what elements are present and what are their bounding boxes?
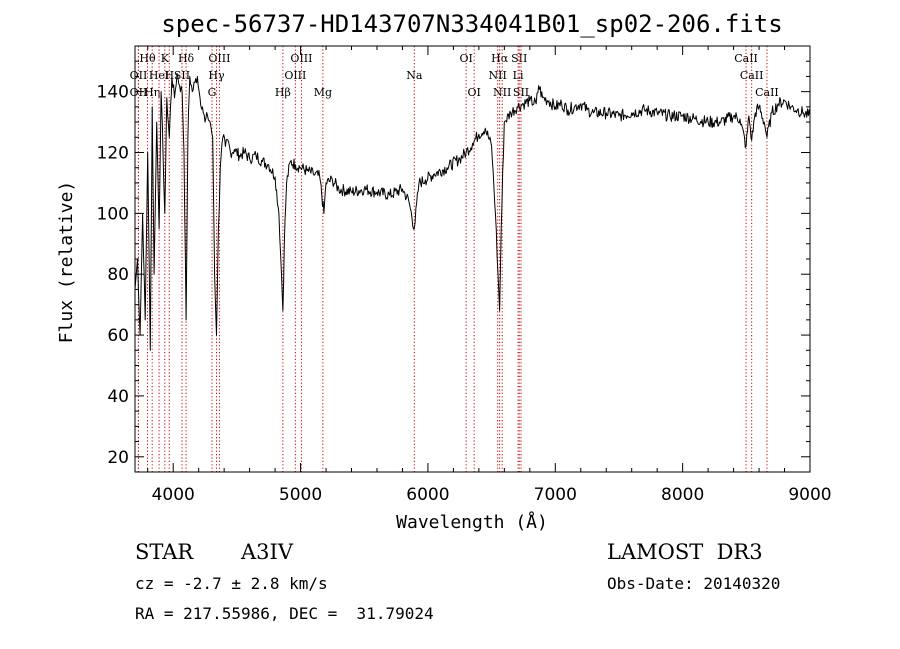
line-marker-label: OIII — [290, 52, 312, 65]
spectrum-chart: spec-56737-HD143707N334041B01_sp02-206.f… — [56, 10, 832, 533]
line-marker-label: Na — [406, 69, 423, 82]
line-marker-label: OIII — [284, 69, 306, 82]
y-tick-label: 100 — [97, 204, 129, 224]
line-marker-label: NII — [493, 86, 511, 99]
x-tick-label: 8000 — [661, 485, 704, 505]
y-tick-label: 120 — [97, 144, 129, 164]
line-marker-label: SII — [513, 86, 529, 99]
line-marker-label: OII — [130, 86, 148, 99]
x-tick-label: 6000 — [406, 485, 449, 505]
y-tick-label: 140 — [97, 83, 129, 103]
x-tick-label: 9000 — [788, 485, 831, 505]
line-marker-label: CaII — [734, 52, 758, 65]
line-marker-label: Hβ — [275, 86, 291, 99]
x-tick-label: 4000 — [152, 485, 195, 505]
line-marker-label: Hα — [491, 52, 509, 65]
y-tick-label: 60 — [107, 326, 129, 346]
line-marker-label: SII — [511, 52, 527, 65]
line-marker-label: NII — [489, 69, 507, 82]
survey-label: LAMOST DR3 — [607, 540, 763, 564]
x-tick-label: 7000 — [534, 485, 577, 505]
line-marker-label: OI — [459, 52, 472, 65]
y-tick-label: 80 — [107, 265, 129, 285]
line-marker-label: OIII — [208, 52, 230, 65]
line-marker-label: CaII — [740, 69, 764, 82]
x-axis: 4000 5000 6000 7000 8000 9000 — [147, 46, 832, 505]
line-marker-label: Mg — [314, 86, 332, 99]
line-marker-label: HeI — [149, 69, 169, 82]
line-marker-label: G — [208, 86, 217, 99]
spectrum-line — [134, 72, 811, 351]
redshift-label: cz = -2.7 ± 2.8 km/s — [135, 574, 328, 593]
obs-date-label: Obs-Date: 20140320 — [607, 574, 781, 593]
y-axis: 20 40 60 80 100 120 140 — [97, 60, 810, 468]
object-subclass: A3IV — [241, 540, 293, 564]
line-marker-label: Hθ — [139, 52, 156, 65]
line-marker-label: H — [164, 69, 174, 82]
line-marker-label: Hδ — [178, 52, 195, 65]
line-marker-label: OI — [467, 86, 480, 99]
spectrum-series — [134, 72, 811, 351]
x-axis-label: Wavelength (Å) — [396, 511, 548, 533]
chart-title: spec-56737-HD143707N334041B01_sp02-206.f… — [161, 10, 782, 38]
line-marker-label: OII — [130, 69, 148, 82]
y-tick-label: 40 — [107, 387, 129, 407]
y-tick-label: 20 — [107, 448, 129, 468]
plot-frame — [134, 45, 811, 473]
line-marker-label: Hη — [144, 86, 160, 99]
line-marker-label: K — [161, 52, 170, 65]
line-marker-label: CaII — [755, 86, 779, 99]
y-axis-label: Flux (relative) — [56, 181, 77, 344]
object-class: STAR — [135, 540, 194, 564]
x-tick-label: 5000 — [279, 485, 322, 505]
coordinates-label: RA = 217.55986, DEC = 31.79024 — [135, 604, 434, 623]
line-marker-label: Hγ — [208, 69, 225, 82]
line-marker-label: Li — [513, 69, 524, 82]
